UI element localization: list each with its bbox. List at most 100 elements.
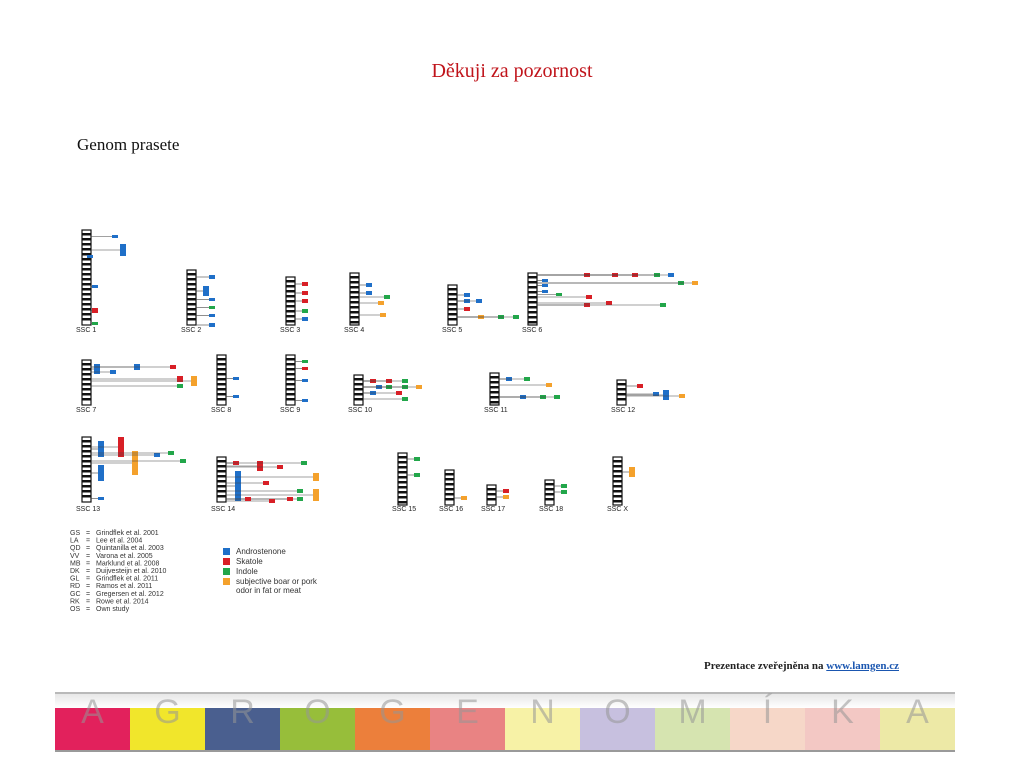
- chromosome-band: [448, 293, 457, 296]
- chromosome-band: [217, 393, 226, 396]
- banner-tile: [505, 708, 580, 752]
- qtl-figure: SSC 1 SSC 2 SSC 3 SSC 4 SSC 5 SSC 6 SSC 7 SSC 8…: [60, 215, 720, 625]
- study-reference: Varona et al. 2005: [96, 553, 153, 560]
- chromosome-band: [448, 318, 457, 321]
- chromosome-label: SSC 11: [484, 407, 508, 414]
- qtl-marker: [177, 384, 183, 388]
- qtl-marker: [287, 497, 293, 501]
- chromosome-band: [82, 373, 91, 376]
- banner-letter: N: [530, 693, 555, 731]
- qtl-marker: [98, 497, 104, 500]
- slide-title: Děkuji za pozornost: [431, 60, 593, 82]
- qtl-marker: [653, 392, 659, 396]
- chromosome-band: [286, 378, 295, 381]
- trait-swatch: [223, 568, 230, 575]
- chromosome-band: [82, 243, 91, 246]
- chromosome-band: [82, 490, 91, 493]
- qtl-marker: [414, 473, 420, 477]
- qtl-marker: [513, 315, 519, 319]
- chromosome-band: [82, 313, 91, 316]
- chromosome-band: [613, 500, 622, 503]
- chromosome-band: [82, 288, 91, 291]
- qtl-marker: [663, 390, 669, 400]
- chromosome-band: [448, 298, 457, 301]
- qtl-marker: [561, 484, 567, 488]
- chromosome-band: [445, 493, 454, 496]
- study-separator: =: [86, 583, 90, 590]
- qtl-marker: [297, 489, 303, 493]
- chromosome-band: [82, 303, 91, 306]
- banner-letter: O: [304, 693, 331, 731]
- chromosome-band: [187, 273, 196, 276]
- chromosome-band: [487, 498, 496, 501]
- chromosome-band: [350, 306, 359, 309]
- qtl-chromosome-map: SSC 1 SSC 2 SSC 3 SSC 4 SSC 5 SSC 6 SSC 7 SSC 8…: [70, 229, 698, 613]
- qtl-marker: [168, 451, 174, 455]
- study-code: QD: [70, 545, 81, 552]
- chromosome-band: [350, 321, 359, 324]
- qtl-marker: [297, 497, 303, 501]
- banner-tile: [205, 708, 280, 752]
- chromosome-band: [545, 493, 554, 496]
- chromosome-band: [82, 460, 91, 463]
- qtl-marker: [556, 293, 562, 296]
- qtl-marker: [378, 301, 384, 305]
- trait-label: subjective boar or pork: [236, 577, 318, 586]
- banner-letter: A: [81, 693, 104, 731]
- chromosome-band: [350, 316, 359, 319]
- study-reference: Lee et al. 2004: [96, 538, 142, 545]
- chromosome-band: [82, 383, 91, 386]
- qtl-marker: [87, 255, 93, 258]
- chromosome-band: [217, 363, 226, 366]
- qtl-marker: [233, 395, 239, 398]
- qtl-marker: [542, 279, 548, 282]
- qtl-marker: [112, 235, 118, 238]
- qtl-marker: [209, 298, 215, 301]
- banner-tile: [580, 708, 655, 752]
- chromosome-outline: [489, 372, 500, 406]
- trait-label: Indole: [236, 567, 258, 576]
- banner-tile: [130, 708, 205, 752]
- chromosome-outline: [527, 272, 538, 326]
- chromosome-band: [286, 388, 295, 391]
- qtl-marker: [245, 497, 251, 501]
- qtl-marker: [561, 490, 567, 494]
- chromosome-label: SSC 9: [280, 407, 300, 414]
- chromosome-band: [82, 480, 91, 483]
- banner-tile: [805, 708, 880, 752]
- chromosome-band: [528, 291, 537, 294]
- study-separator: =: [86, 568, 90, 575]
- qtl-marker: [402, 397, 408, 401]
- chromosome-band: [82, 258, 91, 261]
- chromosome-band: [82, 470, 91, 473]
- footer-link[interactable]: www.lamgen.cz: [826, 660, 899, 672]
- chromosome-band: [398, 496, 407, 499]
- qtl-marker: [396, 391, 402, 395]
- chromosome-label: SSC 7: [76, 407, 96, 414]
- banner-tile: [280, 708, 355, 752]
- qtl-marker: [110, 370, 116, 374]
- qtl-marker: [606, 301, 612, 305]
- qtl-marker: [692, 281, 698, 285]
- chromosome-band: [82, 363, 91, 366]
- qtl-marker: [464, 307, 470, 311]
- qtl-marker: [414, 457, 420, 461]
- chromosome-band: [286, 285, 295, 288]
- chromosome-label: SSC 14: [211, 506, 235, 513]
- chromosome-band: [82, 393, 91, 396]
- chromosome-band: [82, 398, 91, 401]
- chromosome-band: [217, 460, 226, 463]
- qtl-marker: [586, 295, 592, 299]
- chromosome-band: [354, 383, 363, 386]
- trait-swatch: [223, 548, 230, 555]
- slide-subtitle: Genom prasete: [77, 135, 180, 154]
- qtl-marker: [94, 364, 100, 374]
- qtl-marker: [132, 451, 138, 475]
- qtl-marker: [170, 365, 176, 369]
- chromosome-band: [490, 381, 499, 384]
- study-separator: =: [86, 606, 90, 613]
- banner-tile: [355, 708, 430, 752]
- chromosome-label: SSC 4: [344, 327, 364, 334]
- chromosome-band: [528, 316, 537, 319]
- study-reference: Own study: [96, 606, 130, 613]
